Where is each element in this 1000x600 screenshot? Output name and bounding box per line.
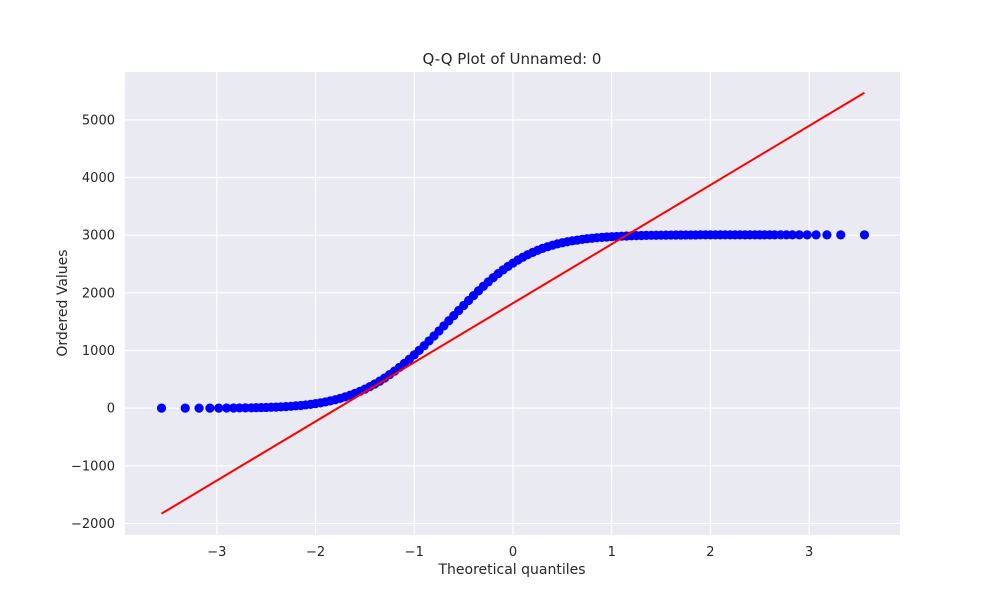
x-tick-label: 2 xyxy=(706,545,714,560)
data-point xyxy=(794,230,804,240)
y-tick-label: 4000 xyxy=(82,171,115,186)
data-point xyxy=(836,230,846,240)
data-point xyxy=(214,403,224,413)
y-tick-label: −1000 xyxy=(71,459,115,474)
y-tick-label: 2000 xyxy=(82,286,115,301)
data-point xyxy=(802,230,812,240)
x-tick-label: −3 xyxy=(207,545,226,560)
x-tick-label: −2 xyxy=(306,545,325,560)
y-tick-label: 1000 xyxy=(82,344,115,359)
ordered-values-points xyxy=(156,230,870,413)
data-point xyxy=(156,403,167,413)
chart-title: Q-Q Plot of Unnamed: 0 xyxy=(423,50,602,68)
data-point xyxy=(180,403,190,413)
x-tick-label: 3 xyxy=(805,545,813,560)
y-gridlines xyxy=(125,119,900,525)
y-axis-label: Ordered Values xyxy=(55,249,71,356)
x-tick-labels: −3 −2 −1 0 1 2 3 xyxy=(207,545,813,560)
x-tick-label: 0 xyxy=(509,545,517,560)
y-tick-label: 3000 xyxy=(82,229,115,244)
data-point xyxy=(859,230,870,240)
data-point xyxy=(222,403,232,413)
data-point xyxy=(822,230,832,240)
fit-line xyxy=(161,91,865,515)
x-axis-label: Theoretical quantiles xyxy=(437,562,585,578)
data-point xyxy=(205,403,215,413)
y-tick-label: 5000 xyxy=(82,113,115,128)
y-tick-labels: −2000 −1000 0 1000 2000 3000 4000 5000 xyxy=(71,113,115,532)
data-point xyxy=(787,230,797,240)
data-point xyxy=(194,403,204,413)
y-tick-label: 0 xyxy=(107,402,115,417)
x-gridlines xyxy=(216,72,810,535)
y-tick-label: −2000 xyxy=(71,517,115,532)
x-tick-label: 1 xyxy=(608,545,616,560)
x-tick-label: −1 xyxy=(405,545,424,560)
data-point xyxy=(811,230,821,240)
